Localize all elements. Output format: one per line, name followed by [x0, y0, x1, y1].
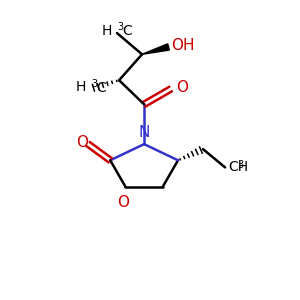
Text: 3: 3: [238, 160, 244, 170]
Text: O: O: [176, 80, 188, 95]
Text: CH: CH: [229, 160, 249, 174]
Text: C: C: [122, 24, 132, 38]
Text: 3: 3: [91, 79, 97, 89]
Text: N: N: [138, 125, 150, 140]
Text: H: H: [75, 80, 86, 94]
Text: O: O: [76, 135, 88, 150]
Text: C: C: [96, 81, 106, 95]
Text: 3: 3: [117, 22, 123, 32]
Text: H: H: [101, 24, 112, 38]
Text: O: O: [117, 195, 129, 210]
Polygon shape: [142, 44, 169, 54]
Text: OH: OH: [172, 38, 195, 53]
